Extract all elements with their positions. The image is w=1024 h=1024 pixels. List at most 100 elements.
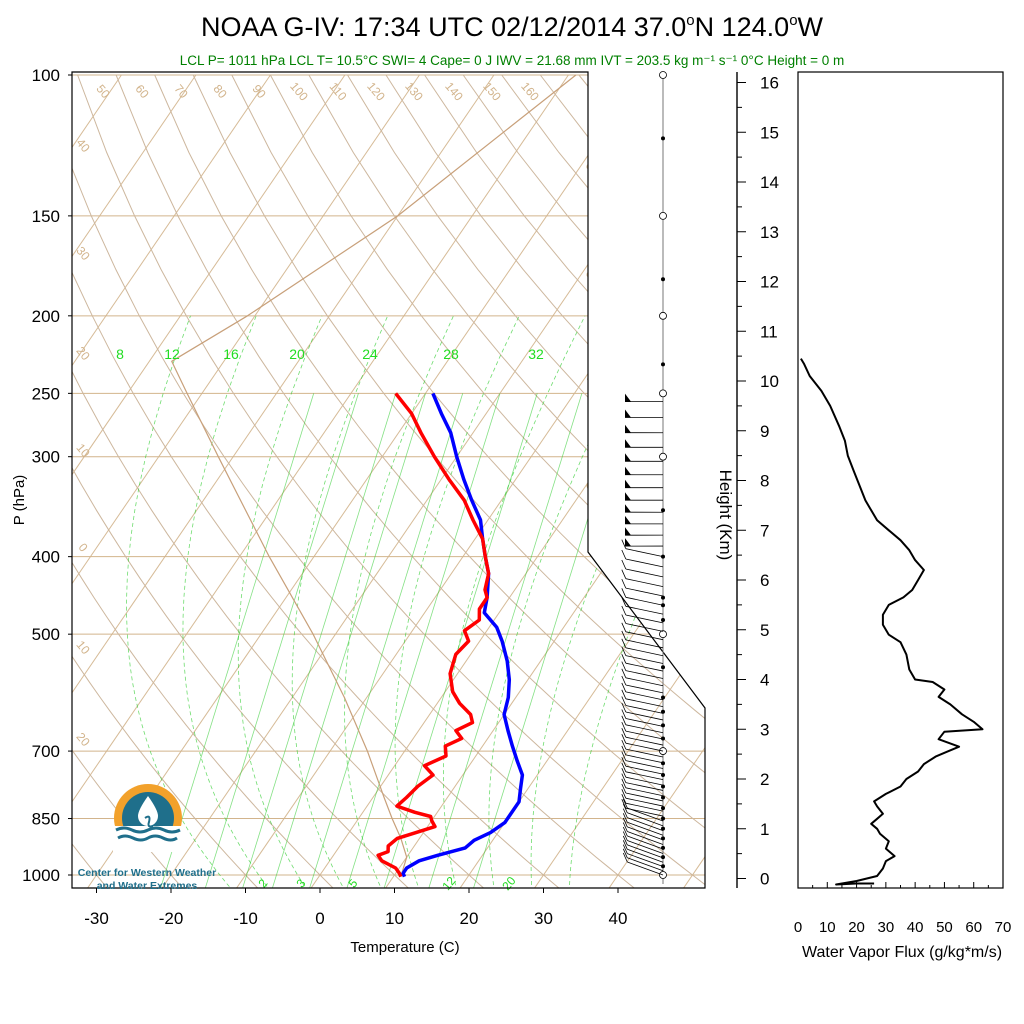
y-tick-label: 400 [32,548,60,567]
y-tick-label: 200 [32,307,60,326]
dry-adiabat-line [72,466,410,888]
wind-barb [627,826,664,841]
wind-barb-feather [621,745,627,756]
wind-barb-feather [621,605,627,616]
height-tick-label: 7 [760,521,769,540]
cw3e-logo: Center for Western Weather and Water Ext… [78,784,216,892]
wind-dot [661,795,666,800]
wind-barb-feather [622,813,628,823]
dry-adiabat-line [231,74,705,667]
wind-dot [659,211,667,220]
wind-barb-feather [621,646,627,656]
dry-adiabat-line [77,74,705,886]
y-tick-label: 1000 [22,866,60,885]
isotherm-label: 30 [73,244,93,263]
wind-dot [661,806,666,811]
mixing-ratio-label: 28 [443,346,459,362]
mixing-ratio-label: 16 [223,346,239,362]
temperature-profile-line [376,392,491,878]
height-tick-label: 0 [760,870,769,889]
wind-barb-feather [621,559,627,570]
wind-barb [627,821,664,836]
wind-barb [625,711,664,721]
y-tick-label: 150 [32,207,60,226]
wind-barb [625,639,664,649]
moist-adiabat-line [160,393,315,888]
wind-dot [659,389,667,398]
wind-barb [627,831,664,845]
wind-barb-feather [621,614,627,624]
mixing-ratio-line [237,315,323,888]
isotherm-line [72,74,420,585]
wind-barb-feather [621,799,627,809]
wind-dot [661,784,666,789]
height-tick-label: 5 [760,621,769,640]
moist-adiabat-line [428,393,583,888]
wind-dot [661,136,666,141]
x-tick-label: 40 [609,909,628,928]
isotherm-line [72,74,495,694]
height-tick-label: 16 [760,74,779,93]
height-tick-label: 8 [760,472,769,491]
wind-barb-feather [621,549,627,560]
x-tick-label: -20 [159,909,184,928]
mixing-ratio-line [394,315,520,888]
wind-barb-flag [625,492,631,501]
dry-adiabat-line [462,74,705,366]
wind-dot [661,836,666,841]
wind-barb [625,631,664,641]
wind-barb-feather [622,817,628,828]
wind-dot [659,71,667,79]
wind-barb [625,807,664,817]
wind-barb [625,655,664,664]
wind-barb-feather [621,762,627,772]
isotherm-label: 140 [442,79,466,104]
wind-barb-flag [625,453,631,462]
x-tick-label: 0 [315,909,324,928]
wind-barb-feather [621,569,627,579]
isotherm-label: 90 [249,82,269,101]
wind-barb [625,724,664,734]
moist-adiabat-line [309,393,464,888]
wind-barb [627,848,664,863]
wind-barb-feather [621,702,627,713]
y-tick-label: 850 [32,810,60,829]
wind-dot [659,630,667,639]
height-axis-label: Height (Km) [716,470,735,561]
wind-barb-feather [621,728,627,738]
dry-adiabat-line [72,166,636,888]
wind-barb [625,578,664,587]
skew-frame [71,71,706,889]
isotherm-line [755,75,1024,892]
dry-adiabat-line [192,74,705,720]
isotherm-line [459,528,705,888]
x-tick-label: -10 [233,909,258,928]
wind-barb [627,812,664,827]
wind-barb-feather [622,798,628,809]
wind-barb [625,792,664,802]
y-tick-label: 500 [32,625,60,644]
wind-barb-feather [621,789,627,799]
wind-barb [625,568,664,578]
wind-dot [661,665,666,670]
isotherm-line [72,74,197,258]
flux-axis-label: Water Vapor Flux (g/kg*m/s) [802,944,1002,961]
flux-tick-label: 10 [819,919,836,936]
wind-barb-feather [621,661,627,671]
y-tick-label: 100 [32,66,60,85]
wind-barb [627,857,664,872]
figure-title: NOAA G-IV: 17:34 UTC 02/12/2014 37.0oN 1… [201,12,824,42]
wind-barb-feather [621,638,627,648]
wind-barb-feather [621,794,627,804]
wind-barb-feather [621,734,627,744]
logo-text-line1: Center for Western Weather [78,867,216,879]
wind-barb-flag [625,409,631,418]
figure-subtitle: LCL P= 1011 hPa LCL T= 10.5°C SWI= 4 Cap… [180,53,845,68]
wind-barb-feather [621,696,627,706]
wind-barb-feather [621,675,627,686]
wind-barb [625,797,664,807]
dry-adiabat-line [72,655,259,888]
height-tick-label: 6 [760,571,769,590]
isotherm-line [608,746,705,888]
